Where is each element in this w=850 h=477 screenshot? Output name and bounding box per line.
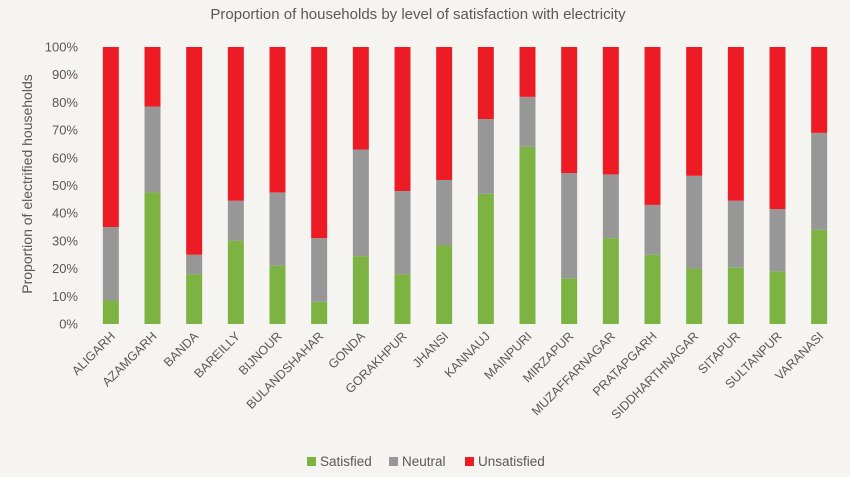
y-tick-label: 80% (52, 95, 78, 110)
bar-unsatisfied-kannauj (477, 47, 494, 120)
y-axis: 0% 10% 20% 30% 40% 50% 60% 70% 80% 90% 100% (45, 40, 79, 332)
legend-swatch-neutral (389, 457, 398, 466)
bar-neutral-bareilly (227, 200, 244, 241)
bar-satisfied-sultanpur (769, 271, 786, 324)
bar-satisfied-bijnour (269, 265, 286, 324)
y-tick-label: 90% (52, 67, 78, 82)
bar-unsatisfied-bijnour (269, 47, 286, 193)
y-tick-label: 70% (52, 123, 78, 138)
legend-label-unsatisfied: Unsatisfied (478, 454, 545, 469)
bar-satisfied-banda (186, 274, 203, 324)
y-axis-label: Proportion of electrified households (19, 74, 35, 293)
bar-unsatisfied-mirzapur (561, 47, 578, 174)
x-tick-label: BANDA (161, 329, 202, 370)
bar-unsatisfied-bareilly (227, 47, 244, 201)
bar-satisfied-varanasi (811, 229, 828, 324)
bar-unsatisfied-jhansi (436, 47, 453, 180)
bar-neutral-kannauj (477, 119, 494, 194)
bar-unsatisfied-sitapur (727, 47, 744, 201)
bar-satisfied-siddharthnagar (686, 268, 703, 324)
bar-satisfied-muzaffarnagar (602, 238, 619, 324)
bar-unsatisfied-pratapgarh (644, 47, 661, 205)
bar-neutral-sitapur (727, 200, 744, 268)
bar-neutral-gorakhpur (394, 191, 411, 275)
legend-label-satisfied: Satisfied (320, 454, 372, 469)
bar-satisfied-pratapgarh (644, 254, 661, 324)
y-tick-label: 20% (52, 261, 78, 276)
bar-unsatisfied-azamgarh (144, 47, 161, 107)
bar-neutral-bulandshahar (311, 238, 328, 302)
y-tick-label: 100% (45, 40, 79, 55)
bar-unsatisfied-muzaffarnagar (602, 47, 619, 175)
bar-neutral-mainpuri (519, 96, 536, 147)
bar-unsatisfied-varanasi (811, 47, 828, 133)
bars (102, 47, 828, 324)
x-tick-label: BULANDSHAHAR (244, 329, 327, 412)
y-tick-label: 30% (52, 233, 78, 248)
x-tick-label: BAREILLY (191, 329, 243, 381)
bar-satisfied-kannauj (477, 193, 494, 324)
legend-swatch-satisfied (307, 457, 316, 466)
bar-neutral-muzaffarnagar (602, 174, 619, 239)
bar-unsatisfied-sultanpur (769, 47, 786, 210)
bar-satisfied-mainpuri (519, 146, 536, 324)
bar-satisfied-gonda (352, 256, 369, 324)
bar-unsatisfied-siddharthnagar (686, 47, 703, 176)
bar-satisfied-azamgarh (144, 192, 161, 324)
bar-satisfied-bulandshahar (311, 301, 328, 324)
bar-unsatisfied-mainpuri (519, 47, 536, 97)
y-tick-label: 50% (52, 178, 78, 193)
bar-neutral-bijnour (269, 192, 286, 266)
bar-satisfied-sitapur (727, 267, 744, 324)
bar-neutral-sultanpur (769, 209, 786, 272)
bar-neutral-azamgarh (144, 106, 161, 193)
y-tick-label: 0% (59, 317, 78, 332)
bar-neutral-jhansi (436, 179, 453, 246)
legend-label-neutral: Neutral (402, 454, 446, 469)
bar-unsatisfied-gorakhpur (394, 47, 411, 192)
bar-satisfied-gorakhpur (394, 274, 411, 324)
bar-neutral-varanasi (811, 132, 828, 230)
bar-unsatisfied-banda (186, 47, 203, 255)
legend: Satisfied Neutral Unsatisfied (307, 454, 545, 469)
bar-satisfied-jhansi (436, 245, 453, 324)
bar-unsatisfied-bulandshahar (311, 47, 328, 239)
bar-satisfied-bareilly (227, 240, 244, 324)
bar-unsatisfied-aligarh (102, 47, 119, 228)
y-tick-label: 10% (52, 289, 78, 304)
chart-title: Proportion of households by level of sat… (210, 6, 626, 23)
y-tick-label: 60% (52, 150, 78, 165)
bar-neutral-gonda (352, 149, 369, 257)
bar-neutral-mirzapur (561, 173, 578, 279)
bar-satisfied-mirzapur (561, 278, 578, 324)
bar-neutral-pratapgarh (644, 204, 661, 255)
bar-satisfied-aligarh (102, 300, 119, 324)
y-tick-label: 40% (52, 206, 78, 221)
x-tick-label: GONDA (326, 329, 369, 372)
bar-neutral-aligarh (102, 227, 119, 301)
bar-neutral-banda (186, 254, 203, 275)
bar-neutral-siddharthnagar (686, 175, 703, 269)
x-tick-label: JHANSI (410, 329, 451, 370)
bar-unsatisfied-gonda (352, 47, 369, 150)
legend-swatch-unsatisfied (465, 457, 474, 466)
